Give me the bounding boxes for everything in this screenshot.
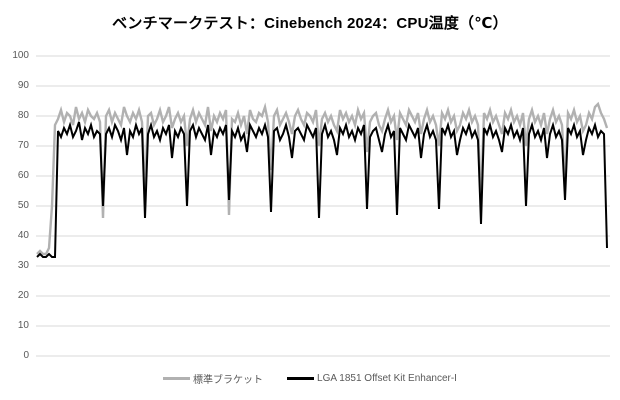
y-axis-tick-label: 20 xyxy=(17,290,29,301)
y-axis-tick-label: 40 xyxy=(17,230,29,241)
y-axis-tick-label: 60 xyxy=(17,170,29,181)
chart-title: ベンチマークテスト：Cinebench 2024：CPU温度（℃） xyxy=(112,15,508,32)
y-axis-tick-label: 10 xyxy=(17,320,29,331)
legend-item-lga1851-offset-kit: LGA 1851 Offset Kit Enhancer-I xyxy=(287,373,457,384)
series-line-standard-bracket xyxy=(36,101,609,256)
y-axis-tick-label: 0 xyxy=(23,350,29,361)
y-axis-tick-label: 90 xyxy=(17,80,29,91)
legend-swatch-lga1851-offset-kit xyxy=(287,377,315,380)
legend-swatch-standard-bracket xyxy=(163,377,191,380)
y-axis-tick-label: 30 xyxy=(17,260,29,271)
legend-label-standard-bracket: 標準ブラケット xyxy=(193,375,264,386)
legend: 標準ブラケット LGA 1851 Offset Kit Enhancer-I xyxy=(0,371,620,386)
series-line-lga1851-offset-kit xyxy=(36,121,608,258)
legend-label-lga1851-offset-kit: LGA 1851 Offset Kit Enhancer-I xyxy=(317,373,457,384)
legend-item-standard-bracket: 標準ブラケット xyxy=(163,371,263,386)
y-axis-tick-label: 70 xyxy=(17,140,29,151)
y-axis-tick-label: 50 xyxy=(17,200,29,211)
y-axis-tick-label: 80 xyxy=(17,110,29,121)
y-axis-tick-label: 100 xyxy=(12,50,29,61)
